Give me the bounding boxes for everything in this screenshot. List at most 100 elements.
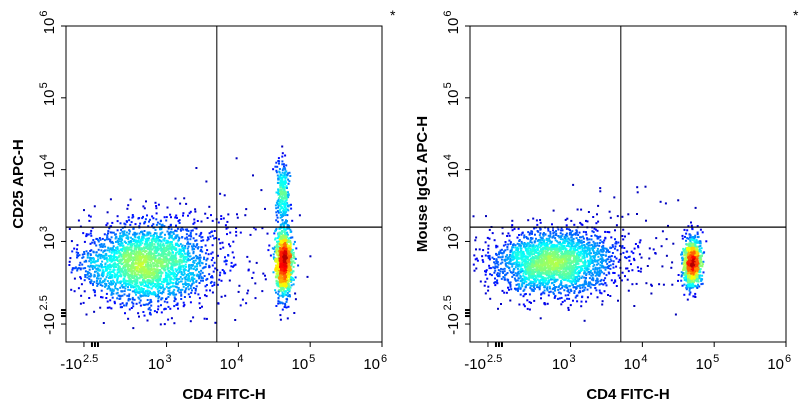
event-dot bbox=[99, 257, 102, 260]
event-dot bbox=[153, 265, 156, 268]
event-dot bbox=[143, 260, 145, 263]
event-dot bbox=[143, 267, 146, 269]
event-dot bbox=[283, 172, 286, 175]
event-dot bbox=[476, 259, 479, 262]
event-dot bbox=[73, 247, 76, 250]
event-dot bbox=[106, 287, 109, 290]
event-dot bbox=[125, 304, 128, 307]
event-dot bbox=[111, 260, 114, 262]
event-dot bbox=[106, 260, 109, 263]
event-dot bbox=[100, 243, 103, 246]
event-dot bbox=[190, 257, 193, 260]
event-dot bbox=[138, 276, 141, 279]
event-dot bbox=[135, 248, 137, 251]
event-dot bbox=[280, 207, 283, 210]
event-dot bbox=[156, 239, 159, 242]
event-dot bbox=[275, 291, 277, 294]
event-dot bbox=[165, 255, 168, 258]
event-dot bbox=[125, 250, 128, 253]
event-dot bbox=[113, 253, 116, 256]
event-dot bbox=[143, 207, 146, 210]
event-dot bbox=[174, 244, 177, 246]
event-dot bbox=[111, 247, 114, 250]
event-dot bbox=[75, 251, 78, 254]
event-dot bbox=[279, 265, 282, 268]
event-dot bbox=[289, 295, 291, 298]
event-dot bbox=[581, 286, 584, 289]
event-dot bbox=[157, 285, 160, 288]
event-dot bbox=[553, 284, 555, 287]
event-dot bbox=[152, 281, 155, 283]
event-dot bbox=[163, 237, 166, 240]
event-dot bbox=[249, 233, 252, 236]
event-dot bbox=[199, 256, 202, 259]
event-dot bbox=[292, 277, 294, 280]
event-dot bbox=[292, 243, 295, 246]
y-tick-label: 10 bbox=[41, 89, 58, 106]
event-dot bbox=[179, 268, 182, 271]
event-dot bbox=[278, 227, 281, 230]
event-dot bbox=[138, 262, 140, 265]
event-dot bbox=[138, 244, 141, 247]
event-dot bbox=[135, 302, 138, 305]
event-dot bbox=[93, 310, 96, 313]
event-dot bbox=[211, 284, 214, 287]
event-dot bbox=[138, 263, 141, 266]
event-dot bbox=[165, 249, 168, 252]
event-dot bbox=[148, 252, 151, 255]
event-dot bbox=[285, 265, 288, 268]
event-dot bbox=[287, 272, 290, 275]
event-dot bbox=[175, 230, 178, 233]
event-dot bbox=[521, 285, 524, 288]
event-dot bbox=[221, 269, 224, 271]
event-dot bbox=[159, 262, 162, 265]
event-dot bbox=[269, 254, 272, 257]
event-dot bbox=[160, 311, 163, 314]
event-dot bbox=[125, 264, 128, 267]
event-dot bbox=[95, 254, 98, 257]
event-dot bbox=[547, 234, 550, 237]
event-dot bbox=[196, 247, 199, 250]
event-dot bbox=[192, 316, 195, 319]
event-dot bbox=[100, 296, 102, 299]
event-dot bbox=[620, 246, 623, 249]
event-dot bbox=[622, 251, 625, 254]
event-dot bbox=[190, 291, 193, 294]
event-dot bbox=[140, 274, 143, 277]
event-dot bbox=[134, 291, 137, 293]
event-dot bbox=[188, 268, 191, 270]
event-dot bbox=[122, 266, 125, 269]
event-dot bbox=[140, 255, 143, 258]
event-dot bbox=[95, 282, 98, 285]
event-dot bbox=[174, 255, 177, 258]
event-dot bbox=[211, 276, 214, 279]
event-dot bbox=[293, 262, 296, 264]
event-dot bbox=[160, 287, 162, 290]
event-dot bbox=[575, 237, 578, 240]
event-dot bbox=[92, 258, 95, 261]
event-dot bbox=[160, 271, 162, 274]
event-dot bbox=[95, 268, 98, 270]
event-dot bbox=[190, 272, 193, 275]
event-dot bbox=[290, 263, 293, 266]
event-dot bbox=[175, 283, 178, 285]
event-dot bbox=[145, 200, 147, 203]
event-dot bbox=[82, 256, 85, 259]
event-dot bbox=[162, 278, 165, 281]
x-tick-exponent: 5 bbox=[309, 353, 315, 365]
event-dot bbox=[283, 227, 286, 230]
event-dot bbox=[90, 229, 93, 232]
event-dot bbox=[162, 288, 165, 291]
event-dot bbox=[130, 221, 133, 224]
event-dot bbox=[271, 247, 274, 250]
event-dot bbox=[268, 244, 271, 247]
event-dot bbox=[211, 291, 214, 294]
event-dot bbox=[168, 231, 171, 234]
event-dot bbox=[186, 242, 189, 245]
event-dot bbox=[106, 234, 109, 237]
event-dot bbox=[162, 242, 165, 245]
event-dot bbox=[596, 259, 599, 262]
event-dot bbox=[159, 233, 162, 236]
event-dot bbox=[192, 245, 195, 247]
event-dot bbox=[83, 251, 86, 253]
